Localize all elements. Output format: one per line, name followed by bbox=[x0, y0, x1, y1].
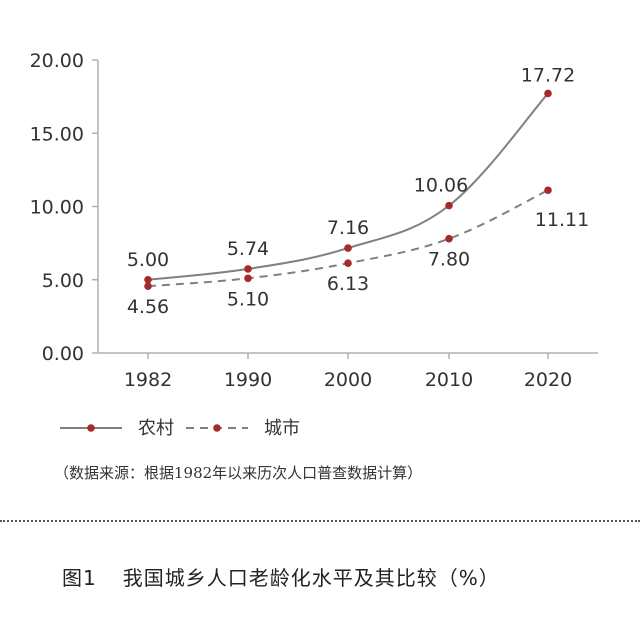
figure-title: 我国城乡人口老龄化水平及其比较（%） bbox=[122, 566, 500, 590]
data-label: 5.10 bbox=[227, 288, 269, 310]
y-tick-label: 10.00 bbox=[30, 197, 84, 219]
x-tick-label: 1990 bbox=[224, 369, 272, 391]
data-label: 10.06 bbox=[414, 175, 468, 197]
legend-marker bbox=[213, 424, 221, 432]
dotted-divider bbox=[0, 520, 640, 522]
x-tick-label: 2020 bbox=[524, 369, 572, 391]
data-point bbox=[445, 234, 453, 243]
chart: 0.00 5.00 10.00 15.00 20.00 1982 1990 2000 2010 2… bbox=[30, 50, 598, 439]
data-label: 17.72 bbox=[521, 64, 575, 86]
data-point bbox=[544, 186, 552, 195]
source-note: （数据来源：根据1982年以来历次人口普查数据计算） bbox=[54, 464, 423, 482]
data-point bbox=[244, 274, 252, 283]
data-point bbox=[344, 244, 352, 252]
data-label: 7.80 bbox=[428, 249, 470, 271]
data-point bbox=[244, 265, 252, 273]
figure-caption: 图1 我国城乡人口老龄化水平及其比较（%） bbox=[62, 562, 500, 591]
legend-label: 农村 bbox=[138, 418, 174, 439]
data-point bbox=[445, 201, 453, 210]
data-point bbox=[144, 275, 152, 284]
data-label: 7.16 bbox=[327, 217, 369, 239]
x-tick-label: 2000 bbox=[324, 369, 372, 391]
x-tick-label: 2010 bbox=[425, 369, 473, 391]
y-tick-label: 0.00 bbox=[42, 343, 84, 365]
data-point bbox=[544, 89, 552, 98]
y-tick-label: 5.00 bbox=[42, 270, 84, 292]
data-label: 11.11 bbox=[535, 209, 589, 231]
data-point bbox=[144, 282, 152, 290]
data-point bbox=[344, 259, 352, 267]
data-label: 5.74 bbox=[227, 238, 269, 260]
figure-number: 图1 bbox=[62, 566, 97, 590]
legend-marker bbox=[87, 424, 95, 432]
data-label: 5.00 bbox=[127, 249, 169, 271]
y-tick-label: 15.00 bbox=[30, 123, 84, 145]
x-tick-label: 1982 bbox=[124, 369, 172, 391]
data-label: 4.56 bbox=[127, 296, 169, 318]
data-label: 6.13 bbox=[327, 273, 369, 295]
legend-label: 城市 bbox=[264, 418, 300, 439]
y-tick-label: 20.00 bbox=[30, 50, 84, 72]
